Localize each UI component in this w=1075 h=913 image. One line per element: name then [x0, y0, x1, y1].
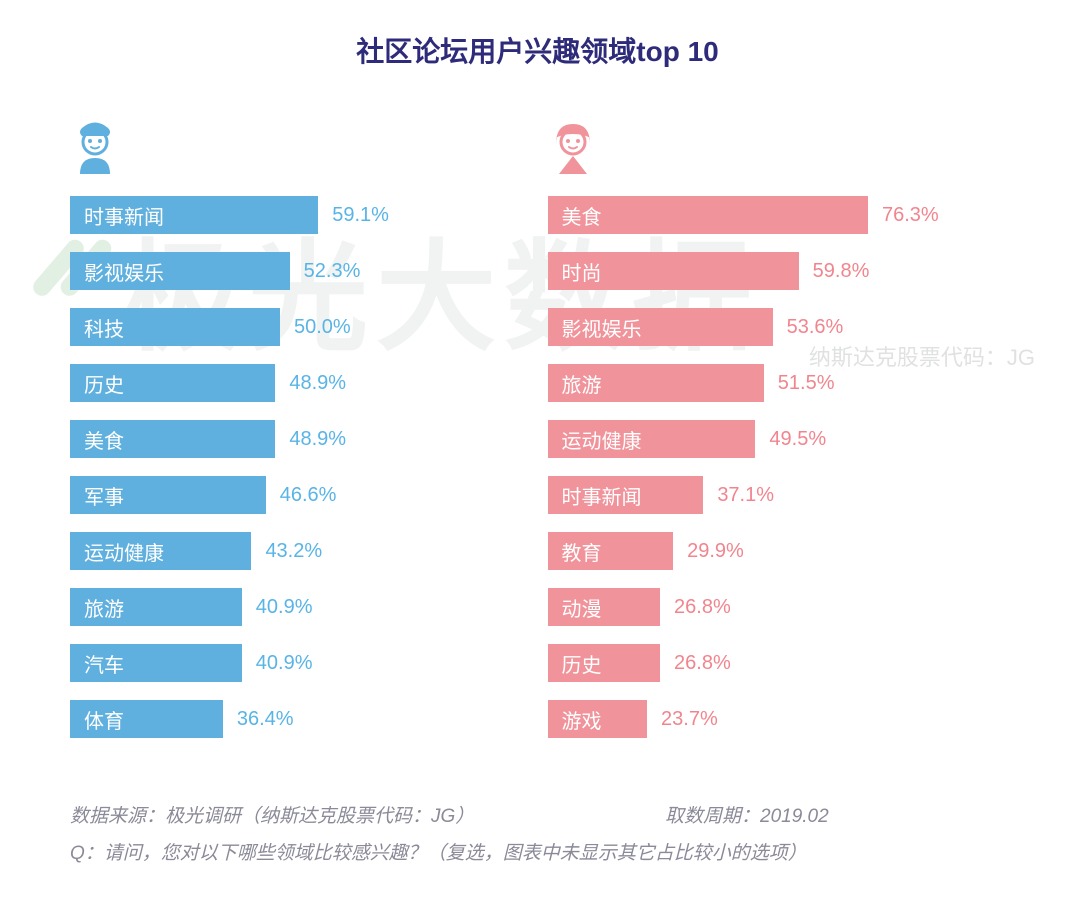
bar-value-label: 40.9%: [256, 652, 313, 675]
bar-row: 教育 29.9%: [548, 532, 1006, 570]
bar: 游戏: [548, 700, 648, 738]
bar-row: 时事新闻 59.1%: [70, 196, 528, 234]
bar-value-label: 26.8%: [674, 652, 731, 675]
bar-value-label: 36.4%: [237, 708, 294, 731]
bar-row: 军事 46.6%: [70, 476, 528, 514]
bar-value-label: 26.8%: [674, 596, 731, 619]
female-bar-list: 美食 76.3% 时尚 59.8% 影视娱乐 53.6% 旅游 51.5% 运动健康 49.5% 时…: [548, 196, 1006, 738]
bar-value-label: 48.9%: [289, 428, 346, 451]
footer-date: 取数周期：2019.02: [665, 801, 1005, 828]
charts-container: 时事新闻 59.1% 影视娱乐 52.3% 科技 50.0% 历史 48.9% 美食 48.9% 军…: [40, 120, 1035, 756]
bar-row: 游戏 23.7%: [548, 700, 1006, 738]
bar: 旅游: [70, 588, 242, 626]
bar: 时尚: [548, 252, 799, 290]
bar-value-label: 29.9%: [687, 540, 744, 563]
bar-value-label: 51.5%: [778, 372, 835, 395]
bar: 历史: [70, 364, 275, 402]
bar-value-label: 53.6%: [787, 316, 844, 339]
bar-row: 科技 50.0%: [70, 308, 528, 346]
bar: 军事: [70, 476, 266, 514]
bar-value-label: 46.6%: [280, 484, 337, 507]
bar-value-label: 48.9%: [289, 372, 346, 395]
bar: 美食: [70, 420, 275, 458]
bar-category-label: 影视娱乐: [562, 313, 642, 342]
bar-value-label: 50.0%: [294, 316, 351, 339]
bar-row: 运动健康 49.5%: [548, 420, 1006, 458]
bar: 科技: [70, 308, 280, 346]
bar-category-label: 军事: [84, 481, 124, 510]
bar-category-label: 影视娱乐: [84, 257, 164, 286]
bar-value-label: 59.1%: [332, 204, 389, 227]
bar: 运动健康: [548, 420, 756, 458]
bar-category-label: 教育: [562, 537, 602, 566]
bar-category-label: 运动健康: [562, 425, 642, 454]
bar: 时事新闻: [548, 476, 704, 514]
bar-value-label: 23.7%: [661, 708, 718, 731]
bar-category-label: 科技: [84, 313, 124, 342]
footer-question: Q：请问，您对以下哪些领域比较感兴趣？（复选，图表中未显示其它占比较小的选项）: [70, 838, 807, 865]
bar-row: 动漫 26.8%: [548, 588, 1006, 626]
bar-value-label: 59.8%: [813, 260, 870, 283]
bar: 旅游: [548, 364, 764, 402]
chart-title: 社区论坛用户兴趣领域top 10: [40, 30, 1035, 70]
female-icon: [548, 120, 1006, 176]
bar: 影视娱乐: [70, 252, 290, 290]
bar-value-label: 49.5%: [769, 428, 826, 451]
bar-category-label: 动漫: [562, 593, 602, 622]
bar-category-label: 历史: [84, 369, 124, 398]
bar-row: 旅游 51.5%: [548, 364, 1006, 402]
bar: 时事新闻: [70, 196, 318, 234]
bar-row: 影视娱乐 53.6%: [548, 308, 1006, 346]
bar-row: 影视娱乐 52.3%: [70, 252, 528, 290]
bar-category-label: 时尚: [562, 257, 602, 286]
bar-category-label: 游戏: [562, 705, 602, 734]
bar-row: 汽车 40.9%: [70, 644, 528, 682]
footer: 数据来源：极光调研（纳斯达克股票代码：JG） 取数周期：2019.02 Q：请问…: [70, 801, 1005, 875]
bar-category-label: 历史: [562, 649, 602, 678]
footer-source: 数据来源：极光调研（纳斯达克股票代码：JG）: [70, 801, 665, 828]
bar: 运动健康: [70, 532, 251, 570]
bar-category-label: 美食: [84, 425, 124, 454]
female-chart: 美食 76.3% 时尚 59.8% 影视娱乐 53.6% 旅游 51.5% 运动健康 49.5% 时…: [548, 120, 1006, 756]
bar-row: 旅游 40.9%: [70, 588, 528, 626]
bar: 动漫: [548, 588, 661, 626]
bar-value-label: 76.3%: [882, 204, 939, 227]
bar-value-label: 52.3%: [304, 260, 361, 283]
bar-row: 历史 26.8%: [548, 644, 1006, 682]
bar-value-label: 43.2%: [265, 540, 322, 563]
bar-row: 运动健康 43.2%: [70, 532, 528, 570]
male-bar-list: 时事新闻 59.1% 影视娱乐 52.3% 科技 50.0% 历史 48.9% 美食 48.9% 军…: [70, 196, 528, 738]
bar-row: 时尚 59.8%: [548, 252, 1006, 290]
bar-value-label: 40.9%: [256, 596, 313, 619]
bar: 美食: [548, 196, 868, 234]
male-icon: [70, 120, 528, 176]
bar: 汽车: [70, 644, 242, 682]
bar-row: 历史 48.9%: [70, 364, 528, 402]
bar-value-label: 37.1%: [717, 484, 774, 507]
bar: 教育: [548, 532, 674, 570]
bar-category-label: 旅游: [562, 369, 602, 398]
bar-row: 美食 76.3%: [548, 196, 1006, 234]
bar-category-label: 时事新闻: [562, 481, 642, 510]
bar-row: 体育 36.4%: [70, 700, 528, 738]
bar-row: 时事新闻 37.1%: [548, 476, 1006, 514]
bar: 影视娱乐: [548, 308, 773, 346]
bar-category-label: 体育: [84, 705, 124, 734]
bar-category-label: 运动健康: [84, 537, 164, 566]
bar: 体育: [70, 700, 223, 738]
bar-row: 美食 48.9%: [70, 420, 528, 458]
bar-category-label: 时事新闻: [84, 201, 164, 230]
bar-category-label: 汽车: [84, 649, 124, 678]
male-chart: 时事新闻 59.1% 影视娱乐 52.3% 科技 50.0% 历史 48.9% 美食 48.9% 军…: [70, 120, 528, 756]
bar: 历史: [548, 644, 661, 682]
bar-category-label: 美食: [562, 201, 602, 230]
bar-category-label: 旅游: [84, 593, 124, 622]
